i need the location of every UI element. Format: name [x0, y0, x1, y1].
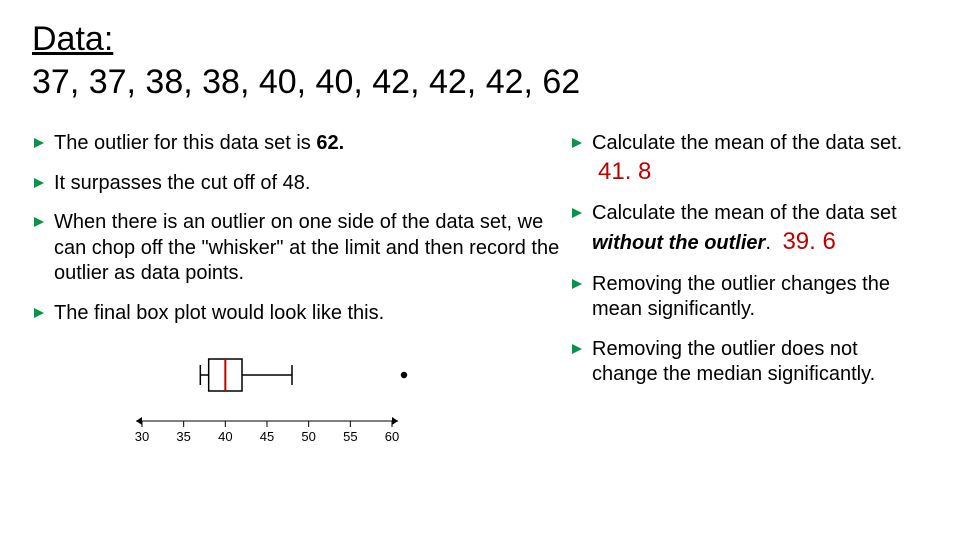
right-column: Calculate the mean of the data set. 41. …	[570, 131, 928, 461]
left-column: The outlier for this data set is 62. It …	[32, 131, 562, 461]
right-bullet-3: Removing the outlier changes the mean si…	[570, 272, 928, 323]
right-b2-post: .	[765, 232, 771, 254]
left-bullet-4: The final box plot would look like this.	[32, 301, 562, 327]
left-bullet-2: It surpasses the cut off of 48.	[32, 171, 562, 197]
slide-heading: Data: 37, 37, 38, 38, 40, 40, 42, 42, 42…	[32, 18, 928, 103]
right-b2-answer: 39. 6	[782, 228, 835, 255]
right-bullets: Calculate the mean of the data set. 41. …	[570, 131, 928, 388]
right-b2-bold: without the outlier	[592, 232, 765, 254]
heading-values: 37, 37, 38, 38, 40, 40, 42, 42, 42, 62	[32, 63, 580, 101]
boxplot-container: 30 35 40 45 50 55 60	[122, 341, 562, 461]
left-b1-bold: 62.	[316, 132, 344, 154]
right-b1-text: Calculate the mean of the data set.	[592, 132, 902, 154]
svg-text:55: 55	[343, 429, 357, 444]
svg-text:50: 50	[301, 429, 315, 444]
right-b1-answer: 41. 8	[598, 158, 651, 185]
svg-text:30: 30	[135, 429, 149, 444]
right-bullet-4: Removing the outlier does not change the…	[570, 337, 928, 388]
left-bullet-3: When there is an outlier on one side of …	[32, 210, 562, 287]
heading-label: Data:	[32, 20, 113, 58]
left-bullets: The outlier for this data set is 62. It …	[32, 131, 562, 327]
svg-text:40: 40	[218, 429, 232, 444]
right-b2-pre: Calculate the mean of the data set	[592, 202, 897, 224]
svg-text:35: 35	[176, 429, 190, 444]
svg-text:60: 60	[385, 429, 399, 444]
boxplot-svg: 30 35 40 45 50 55 60	[122, 341, 412, 461]
svg-text:45: 45	[260, 429, 274, 444]
right-bullet-2: Calculate the mean of the data set witho…	[570, 201, 928, 257]
left-b1-text: The outlier for this data set is	[54, 132, 316, 154]
columns: The outlier for this data set is 62. It …	[32, 131, 928, 461]
left-bullet-1: The outlier for this data set is 62.	[32, 131, 562, 157]
right-bullet-1: Calculate the mean of the data set. 41. …	[570, 131, 928, 187]
